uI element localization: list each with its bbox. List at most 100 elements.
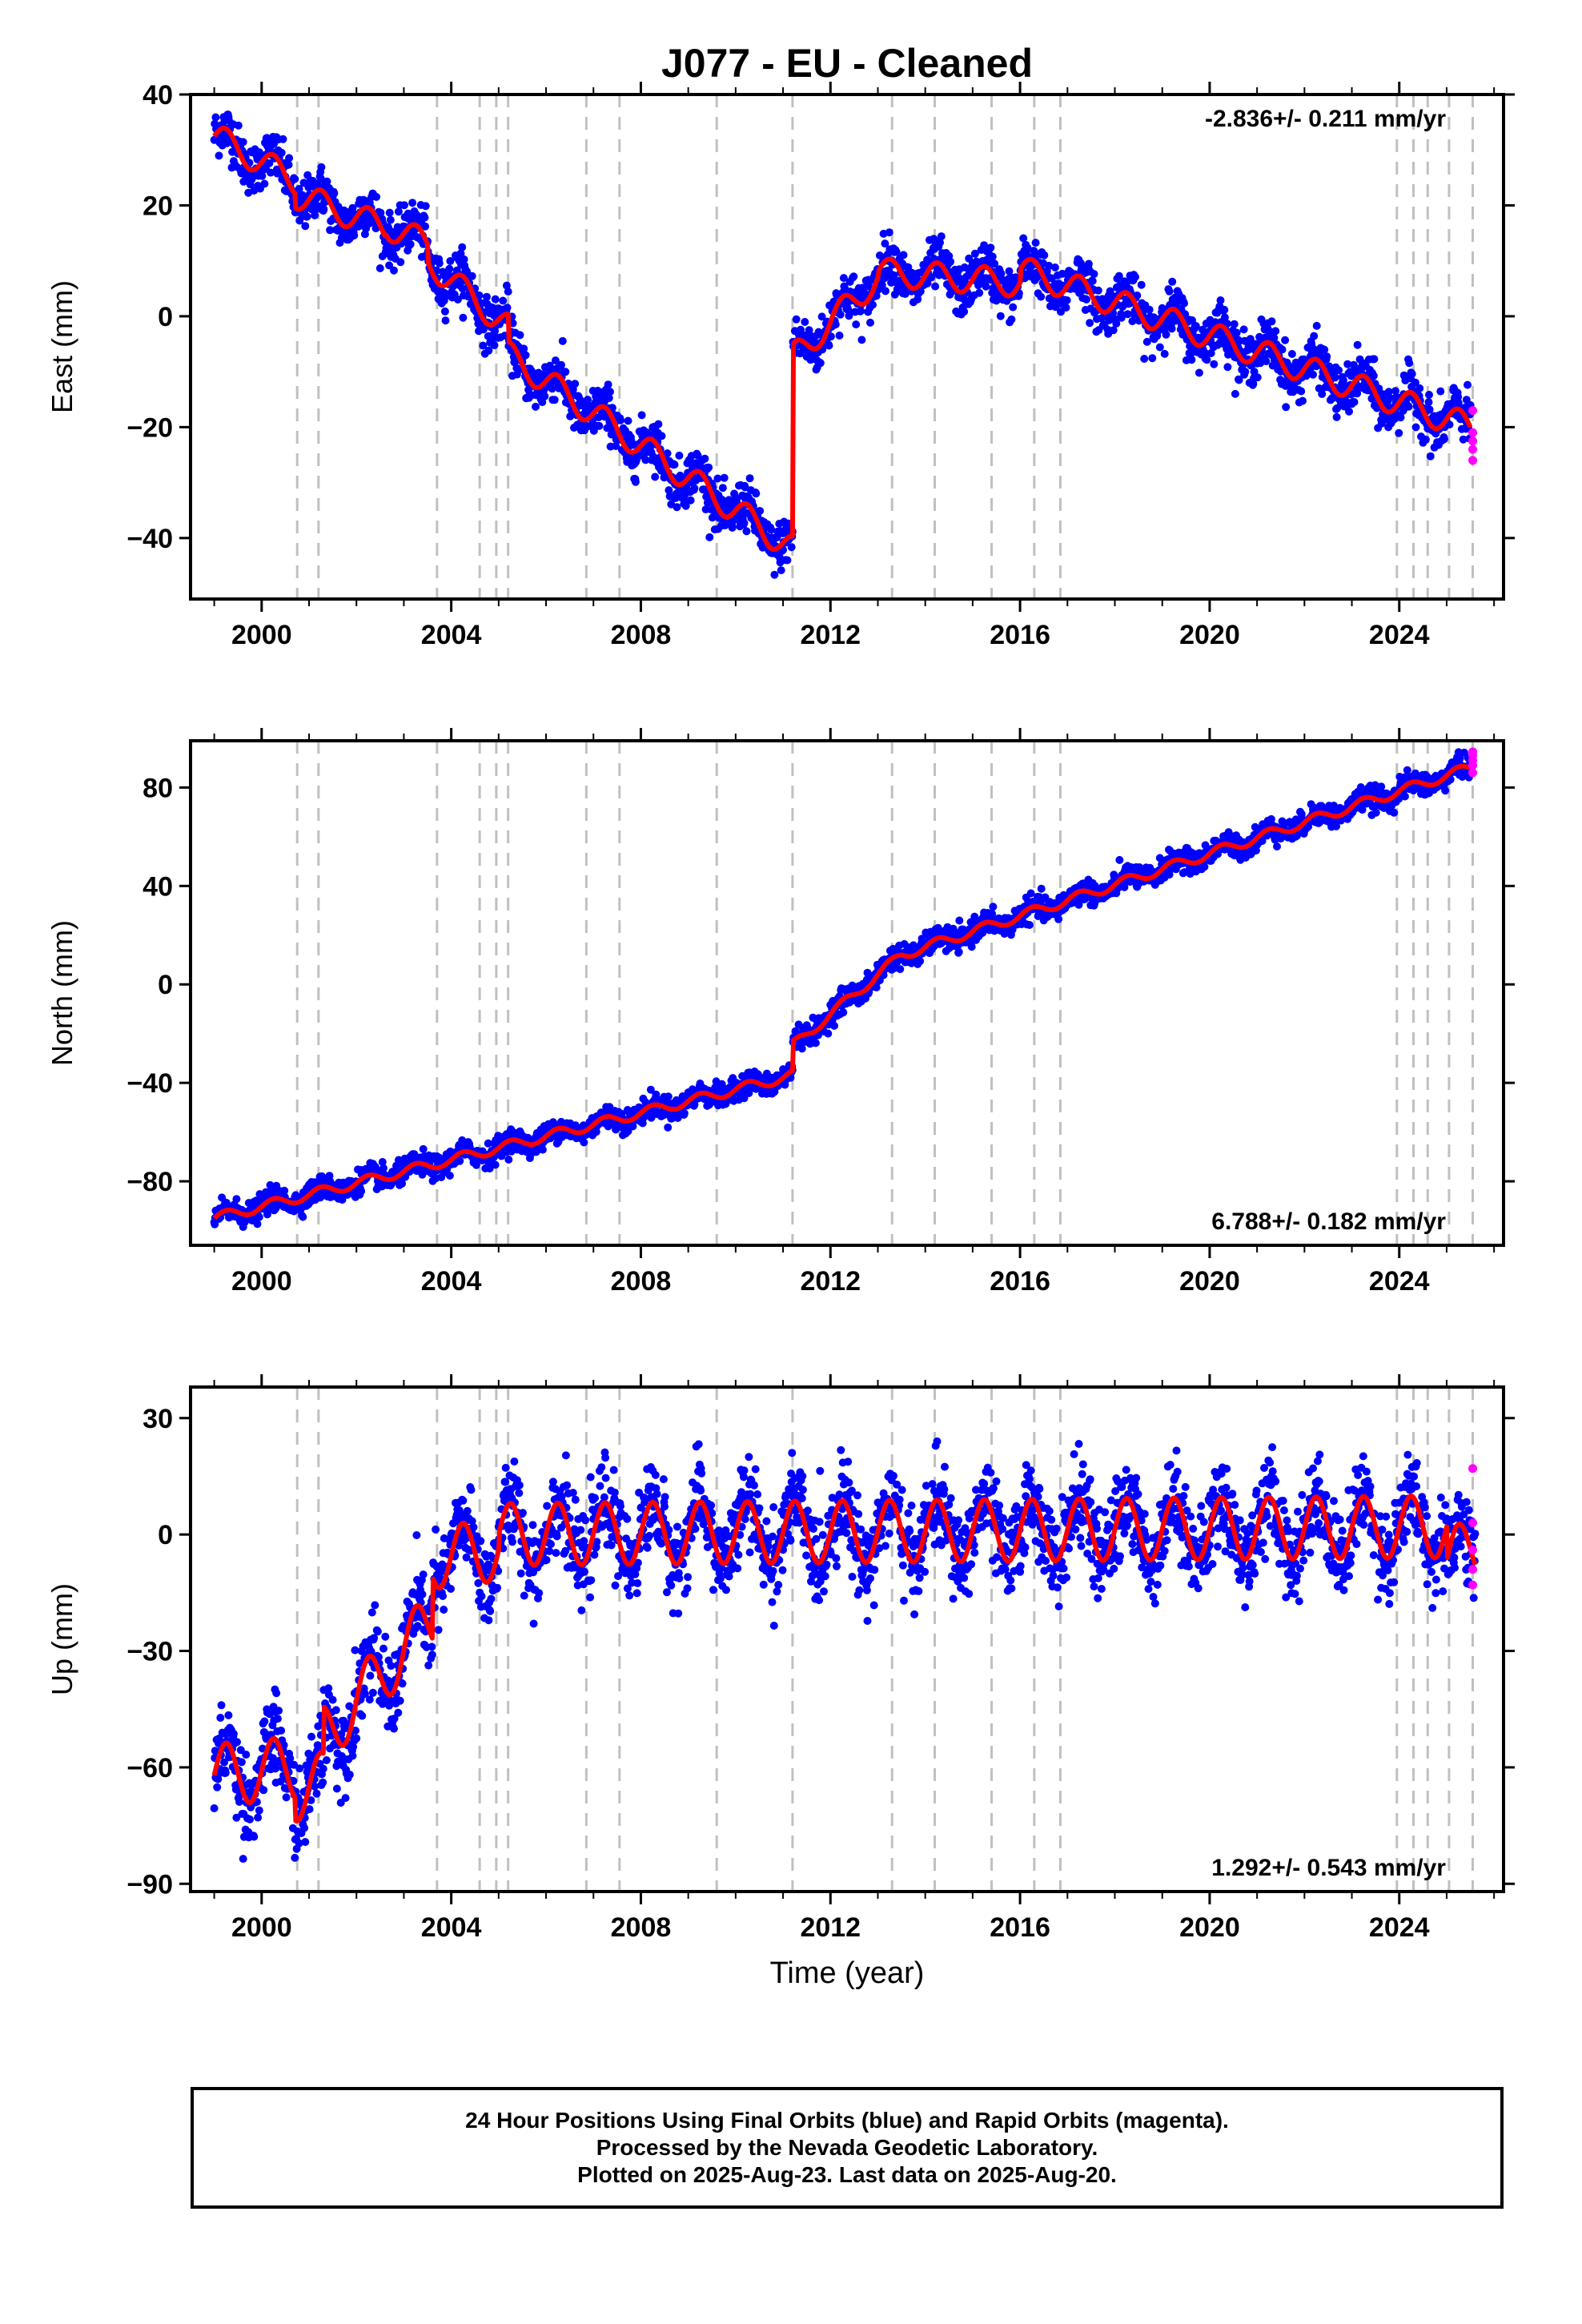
data-point (357, 1187, 366, 1196)
data-point (1425, 405, 1434, 414)
data-point (504, 1156, 513, 1164)
data-point (1084, 259, 1093, 268)
y-tick-label: −20 (126, 412, 173, 443)
data-point (705, 463, 713, 472)
data-point (673, 503, 681, 512)
rapid-point (1468, 428, 1478, 437)
data-point (612, 442, 620, 450)
data-point (234, 121, 243, 130)
data-point (989, 903, 998, 911)
data-point (295, 184, 303, 193)
data-point (379, 1164, 387, 1172)
data-point (637, 411, 646, 420)
data-point (680, 1109, 689, 1118)
data-point (717, 495, 726, 504)
data-point (1187, 356, 1196, 364)
x-tick-label: 2004 (421, 620, 482, 650)
data-point (1385, 393, 1394, 402)
data-point (1297, 387, 1306, 396)
data-point (686, 496, 695, 505)
data-point (690, 484, 699, 493)
data-point (931, 282, 940, 291)
rapid-point (1468, 436, 1478, 446)
data-point (1115, 855, 1124, 864)
data-point (550, 396, 559, 404)
data-point (1086, 319, 1094, 328)
data-point (885, 228, 893, 237)
data-point (1223, 363, 1232, 372)
data-point (616, 416, 624, 424)
data-point (330, 189, 339, 198)
data-point (824, 1029, 833, 1038)
data-point (1312, 321, 1321, 330)
data-point (463, 267, 472, 276)
data-point (386, 215, 395, 224)
data-point (681, 501, 690, 510)
data-point (376, 208, 385, 217)
data-point (1148, 354, 1157, 363)
x-tick-label: 2020 (1179, 620, 1240, 650)
rapid-orbit-points (1468, 406, 1478, 465)
plot-frame (189, 93, 1505, 601)
data-point (1131, 272, 1139, 281)
data-point (1246, 335, 1255, 344)
data-point (1005, 267, 1014, 275)
data-point (267, 168, 275, 177)
data-point (845, 312, 853, 320)
data-point (421, 202, 430, 211)
data-point (385, 208, 394, 217)
data-point (1299, 396, 1307, 405)
data-point (1140, 355, 1149, 363)
data-point (458, 243, 467, 251)
data-point (701, 454, 709, 463)
data-point (740, 519, 749, 527)
data-point (816, 359, 825, 368)
data-point (1168, 277, 1177, 286)
data-point (1267, 317, 1276, 326)
data-point (1207, 349, 1215, 357)
data-point (713, 474, 722, 483)
data-point (654, 420, 663, 428)
data-point (420, 213, 429, 222)
data-point (720, 473, 729, 482)
data-point (551, 356, 560, 365)
data-point (1350, 398, 1359, 406)
data-point (499, 296, 508, 305)
data-point (783, 556, 792, 565)
data-point (665, 486, 673, 495)
data-point (701, 505, 710, 514)
data-point (372, 192, 381, 201)
data-point (1199, 325, 1207, 334)
data-point (540, 392, 549, 400)
data-point (548, 384, 556, 393)
data-point (970, 249, 979, 258)
y-tick-label: −40 (126, 524, 173, 554)
data-point (265, 159, 274, 167)
data-point (558, 336, 567, 345)
data-point (532, 402, 540, 411)
data-point (1332, 412, 1341, 421)
data-point (1216, 296, 1225, 304)
data-point (460, 255, 468, 263)
y-tick-label: 20 (143, 191, 173, 221)
final-orbit-points (210, 111, 1475, 579)
data-point (881, 239, 889, 248)
data-point (253, 1220, 262, 1228)
data-point (1407, 369, 1416, 378)
data-point (1195, 368, 1203, 377)
data-point (835, 332, 844, 340)
data-point (1062, 304, 1070, 312)
data-point (1343, 360, 1352, 368)
data-point (396, 258, 405, 267)
data-point (1165, 287, 1174, 296)
data-point (516, 331, 524, 340)
data-point (869, 300, 877, 309)
data-point (303, 212, 311, 221)
data-point (752, 489, 761, 498)
data-point (459, 313, 468, 322)
rapid-point (1468, 406, 1478, 416)
data-point (1353, 340, 1362, 349)
data-point (1235, 376, 1243, 384)
data-point (904, 263, 913, 271)
